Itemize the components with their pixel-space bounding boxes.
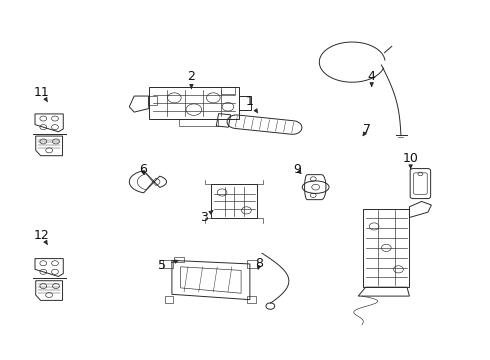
Text: 11: 11 [34, 86, 49, 102]
Text: 8: 8 [256, 257, 264, 270]
Text: 3: 3 [199, 211, 213, 224]
Text: 2: 2 [188, 70, 196, 89]
Text: 9: 9 [293, 163, 301, 176]
Text: 4: 4 [368, 70, 376, 86]
Text: 5: 5 [158, 259, 178, 272]
Text: 12: 12 [34, 229, 49, 245]
Text: 10: 10 [403, 152, 418, 168]
Text: 6: 6 [139, 163, 147, 176]
Text: 7: 7 [363, 123, 371, 136]
Text: 1: 1 [246, 95, 258, 113]
